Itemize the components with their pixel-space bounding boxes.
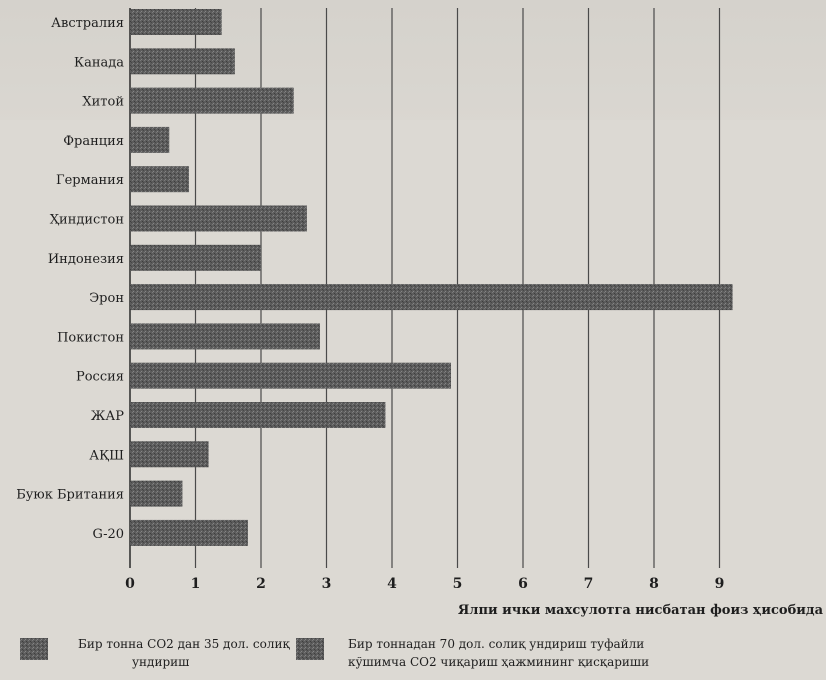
x-tick-label: 1 (191, 576, 201, 592)
legend: Бир тонна СО2 дан 35 дол. солиқ ундириш … (20, 637, 649, 669)
x-tick-label: 9 (715, 576, 725, 592)
bar-3 (130, 126, 170, 153)
x-tick-label: 0 (125, 576, 135, 592)
category-label: Эрон (89, 291, 124, 306)
category-label: Австралия (51, 16, 124, 31)
category-label: Канада (74, 55, 124, 70)
bars (130, 9, 733, 546)
category-label: Буюк Британия (16, 488, 124, 503)
bar-4 (130, 166, 189, 193)
category-label: Германия (56, 173, 124, 188)
legend-swatch-2 (296, 638, 324, 660)
bar-13 (130, 519, 248, 546)
bar-2 (130, 87, 294, 114)
x-tick-labels: 0 1 2 3 4 5 6 7 8 9 (125, 576, 724, 592)
x-tick-label: 7 (584, 576, 594, 592)
bar-5 (130, 205, 307, 232)
x-axis-label: Ялпи ички махсулотга нисбатан фоиз ҳисоб… (458, 603, 824, 618)
category-label: G-20 (92, 527, 124, 542)
category-label: Ҳиндистон (50, 213, 124, 228)
bar-10 (130, 402, 386, 428)
bar-1 (130, 48, 235, 75)
category-labels: Австралия Канада Хитой Франция Германия Ҳинди… (16, 16, 124, 542)
x-tick-label: 6 (518, 576, 528, 592)
legend-label-1-line1: Бир тонна СО2 дан 35 дол. солиқ (78, 637, 290, 651)
category-label: Франция (63, 134, 124, 149)
bar-8 (130, 323, 320, 350)
category-label: Россия (76, 370, 124, 385)
x-tick-label: 5 (453, 576, 463, 592)
category-label: АҚШ (89, 448, 124, 463)
legend-label-2-line1: Бир тоннадан 70 дол. солиқ ундириш туфай… (348, 637, 644, 651)
category-label: Покистон (57, 330, 124, 345)
x-tick-label: 2 (256, 576, 266, 592)
legend-label-2-line2: кўшимча СО2 чиқариш ҳажмининг қисқариши (348, 655, 649, 669)
bar-7 (130, 284, 733, 311)
bar-11 (130, 441, 209, 468)
bar-12 (130, 480, 183, 507)
bar-0 (130, 9, 222, 35)
x-tick-label: 4 (387, 576, 397, 592)
category-label: ЖАР (91, 409, 124, 424)
x-tick-label: 3 (322, 576, 332, 592)
legend-label-1-line2: ундириш (132, 655, 189, 669)
bar-6 (130, 244, 261, 271)
bar-9 (130, 362, 451, 389)
category-label: Хитой (82, 95, 124, 110)
legend-swatch-1 (20, 638, 48, 660)
category-label: Индонезия (48, 252, 124, 267)
x-tick-label: 8 (649, 576, 659, 592)
